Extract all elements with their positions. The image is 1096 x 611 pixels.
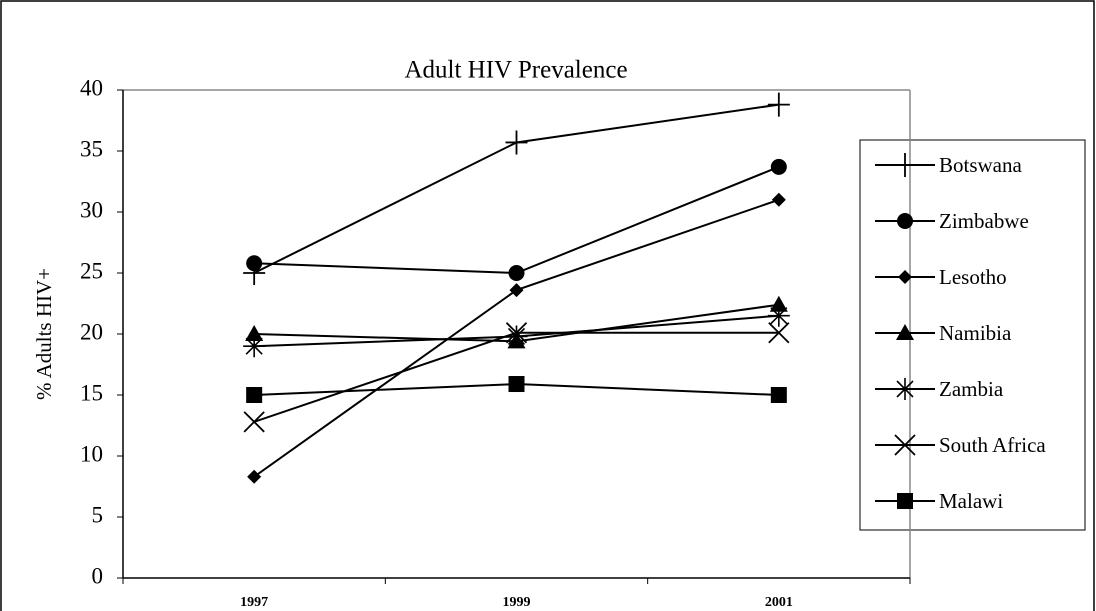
marker [897,213,913,229]
y-tick-label: 35 [80,136,103,161]
marker [246,387,263,403]
legend-label: South Africa [939,433,1046,457]
marker [894,153,916,177]
y-tick-label: 15 [80,380,103,405]
y-tick-label: 40 [80,75,103,100]
y-axis-label: % Adults HIV+ [32,268,56,400]
legend-box [859,139,1086,531]
marker [769,295,788,312]
legend-label: Zambia [939,377,1004,401]
y-tick-label: 5 [92,502,104,527]
legend-label: Malawi [939,489,1003,513]
x-tick-label: 1997 [240,595,268,610]
marker [243,335,266,358]
marker [245,325,264,341]
marker [767,304,790,327]
legend-label: Botswana [939,153,1023,177]
marker [508,376,525,393]
y-tick-label: 10 [80,441,103,466]
y-tick-label: 20 [80,319,103,344]
y-tick-label: 25 [80,258,103,283]
marker [509,283,524,298]
marker [247,469,262,484]
marker [894,378,916,400]
x-tick-label: 2001 [765,595,793,610]
x-tick-label: 1999 [503,595,531,610]
marker [246,255,263,272]
marker [505,325,528,348]
legend-label: Namibia [939,321,1012,345]
legend-label: Zimbabwe [939,209,1029,233]
legend-label: Lesotho [939,265,1007,289]
y-tick-label: 30 [80,197,103,222]
chart-title: Adult HIV Prevalence [404,57,627,84]
marker [894,434,916,456]
marker [896,324,914,340]
marker [770,387,787,403]
marker [505,130,528,155]
marker [768,322,790,344]
marker [771,192,786,207]
marker [767,92,790,117]
y-tick-label: 0 [92,563,104,588]
marker [898,270,912,284]
marker [897,493,913,509]
marker [243,411,265,433]
marker [505,322,528,344]
marker [508,265,525,281]
marker [770,158,787,175]
